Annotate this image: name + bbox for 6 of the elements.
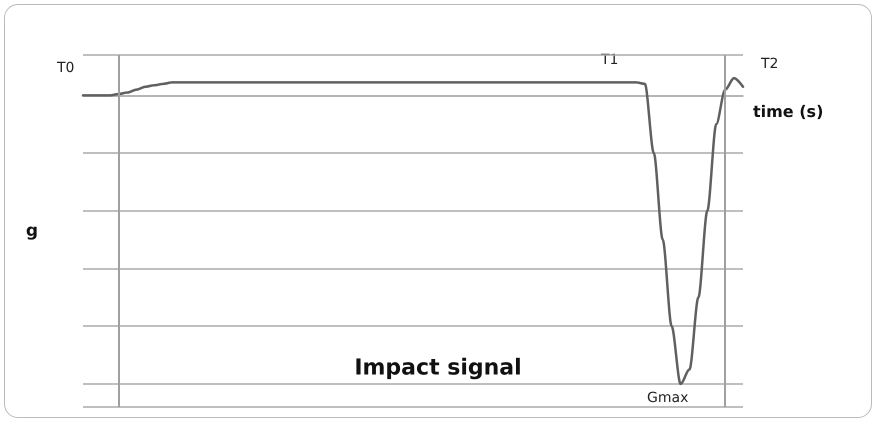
y-axis-title: g xyxy=(26,221,38,241)
text: T0 xyxy=(56,60,74,76)
text: T2 xyxy=(760,56,778,72)
x-axis-title: time (s) xyxy=(753,102,824,121)
text: Gmax xyxy=(647,390,688,406)
text: Impact signal xyxy=(354,356,522,380)
